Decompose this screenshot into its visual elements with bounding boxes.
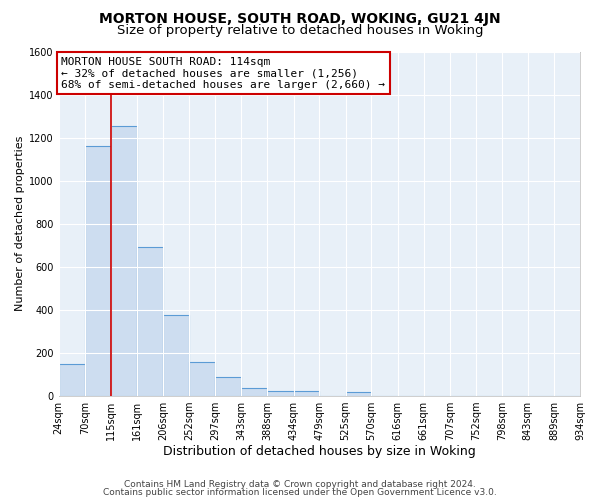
Bar (163, 315, 189, 396)
Bar (111, 126, 137, 396)
Text: MORTON HOUSE, SOUTH ROAD, WOKING, GU21 4JN: MORTON HOUSE, SOUTH ROAD, WOKING, GU21 4… (99, 12, 501, 26)
Bar (189, 362, 215, 396)
Text: Size of property relative to detached houses in Woking: Size of property relative to detached ho… (117, 24, 483, 37)
Bar (215, 376, 241, 396)
Text: MORTON HOUSE SOUTH ROAD: 114sqm
← 32% of detached houses are smaller (1,256)
68%: MORTON HOUSE SOUTH ROAD: 114sqm ← 32% of… (61, 56, 385, 90)
Y-axis label: Number of detached properties: Number of detached properties (15, 136, 25, 312)
Text: Contains HM Land Registry data © Crown copyright and database right 2024.: Contains HM Land Registry data © Crown c… (124, 480, 476, 489)
Bar (59, 364, 85, 396)
Bar (85, 146, 111, 396)
Bar (241, 388, 267, 396)
X-axis label: Distribution of detached houses by size in Woking: Distribution of detached houses by size … (163, 444, 476, 458)
Bar (137, 248, 163, 396)
Bar (293, 391, 319, 396)
Bar (346, 392, 371, 396)
Text: Contains public sector information licensed under the Open Government Licence v3: Contains public sector information licen… (103, 488, 497, 497)
Bar (267, 391, 293, 396)
